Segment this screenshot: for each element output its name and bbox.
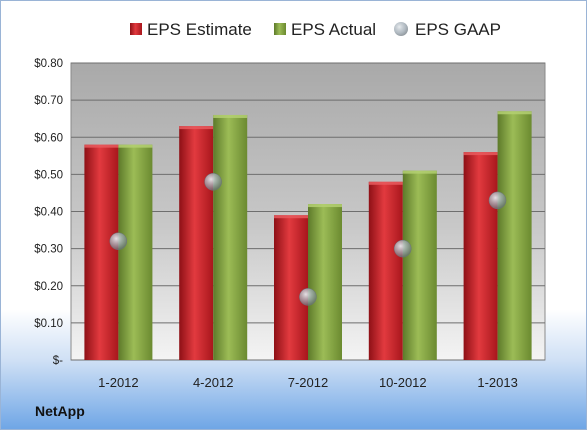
legend-swatch-eps-gaap — [394, 22, 408, 36]
legend-swatch-eps-estimate — [130, 23, 142, 35]
x-category-label: 1-2012 — [98, 375, 138, 390]
y-tick-label: $0.30 — [34, 244, 63, 256]
y-tick-label: $0.70 — [34, 95, 63, 107]
estimate-bar — [368, 181, 403, 360]
legend-item-eps-actual: EPS Actual — [274, 20, 376, 39]
actual-bar-body — [497, 111, 532, 360]
y-tick-label: $0.40 — [34, 207, 63, 219]
legend-label-eps-estimate: EPS Estimate — [147, 20, 252, 39]
actual-bar — [402, 170, 437, 360]
estimate-bar-cap — [368, 181, 403, 185]
estimate-bar — [463, 152, 498, 360]
legend-swatch-eps-actual — [274, 23, 286, 35]
bars — [84, 111, 532, 360]
actual-bar-body — [213, 114, 248, 360]
gaap-marker — [109, 232, 128, 250]
actual-bar-body — [118, 144, 153, 360]
actual-bar — [118, 144, 153, 360]
x-category-label: 1-2013 — [477, 375, 517, 390]
actual-bar — [308, 204, 342, 360]
actual-bar-cap — [213, 114, 248, 118]
actual-bar-cap — [402, 170, 437, 174]
y-tick-label: $0.80 — [34, 58, 63, 70]
estimate-bar — [274, 215, 308, 360]
x-axis-categories: 1-2012 4-2012 7-2012 10-2012 1-2013 — [98, 375, 518, 390]
actual-bar — [213, 114, 248, 360]
y-tick-label: $- — [53, 355, 63, 367]
y-tick-label: $0.50 — [34, 169, 63, 181]
x-category-label: 4-2012 — [193, 375, 233, 390]
x-category-label: 10-2012 — [379, 375, 427, 390]
y-tick-label: $0.20 — [34, 281, 63, 293]
estimate-bar — [179, 126, 214, 360]
estimate-bar-body — [84, 144, 119, 360]
x-category-label: 7-2012 — [288, 375, 328, 390]
estimate-bar — [84, 144, 119, 360]
actual-bar-cap — [308, 204, 342, 208]
estimate-bar-cap — [179, 126, 214, 130]
legend-label-eps-actual: EPS Actual — [291, 20, 376, 39]
y-tick-label: $0.60 — [34, 132, 63, 144]
gaap-marker — [204, 173, 222, 191]
gaap-marker — [393, 239, 412, 258]
estimate-bar-body — [274, 215, 308, 360]
estimate-bar-body — [179, 126, 214, 360]
y-tick-label: $0.10 — [34, 318, 63, 330]
company-label: NetApp — [35, 403, 85, 419]
estimate-bar-cap — [274, 215, 308, 219]
actual-bar — [497, 111, 532, 360]
gaap-marker — [299, 288, 317, 306]
legend-item-eps-gaap: EPS GAAP — [394, 20, 501, 39]
gaap-markers — [109, 173, 507, 306]
legend: EPS Estimate EPS Actual EPS GAAP — [130, 20, 501, 39]
estimate-bar-body — [463, 152, 498, 360]
legend-label-eps-gaap: EPS GAAP — [415, 20, 501, 39]
estimate-bar-body — [368, 181, 403, 360]
legend-item-eps-estimate: EPS Estimate — [130, 20, 252, 39]
estimate-bar-cap — [84, 144, 119, 148]
estimate-bar-cap — [463, 152, 498, 156]
actual-bar-body — [402, 170, 437, 360]
actual-bar-body — [308, 204, 342, 360]
y-axis-ticks: $- $0.10 $0.20 $0.30 $0.40 $0.50 $0.60 $0.70 $0.… — [34, 58, 63, 367]
gaap-marker — [488, 191, 507, 210]
actual-bar-cap — [118, 144, 153, 148]
actual-bar-cap — [497, 111, 532, 115]
